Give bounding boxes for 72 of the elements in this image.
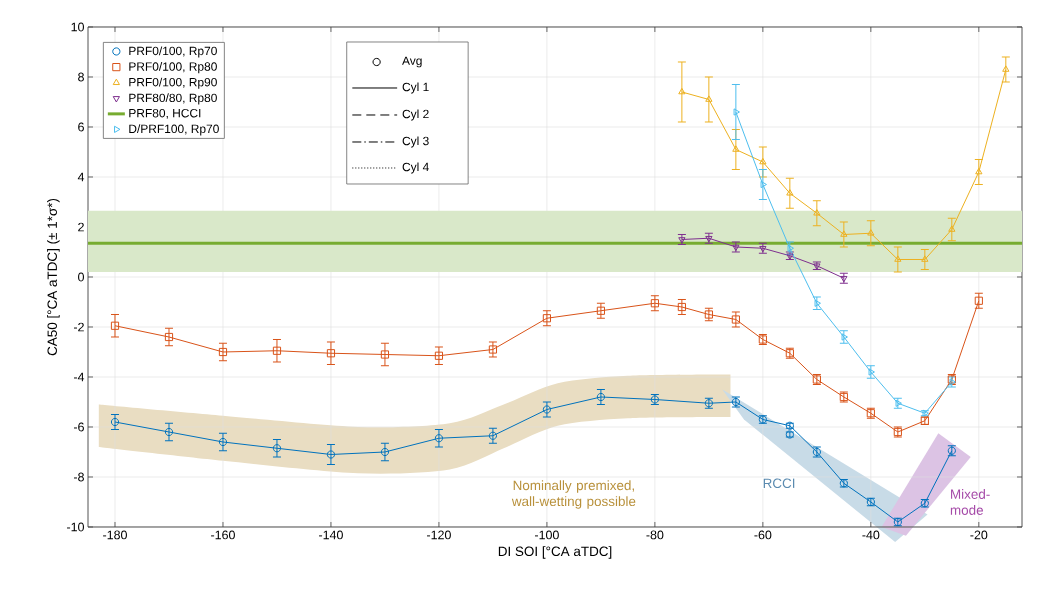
point <box>434 434 444 443</box>
point <box>975 167 983 175</box>
x-tick-label: -80 <box>646 530 664 540</box>
annotation: Mixed-mode <box>950 489 990 515</box>
x-tick-label: -160 <box>211 530 235 540</box>
point <box>974 296 983 305</box>
point <box>272 444 282 453</box>
point <box>732 145 740 152</box>
point <box>326 450 336 459</box>
legend-label: PRF0/100, Rp90 <box>129 77 217 89</box>
point <box>218 347 228 357</box>
y-tick-label: 0 <box>78 272 84 282</box>
x-tick-label: -100 <box>534 530 559 540</box>
point <box>650 299 659 308</box>
point <box>733 108 740 116</box>
point <box>218 437 228 447</box>
point <box>760 180 767 189</box>
y-axis-title: CA50 [°CA aTDC] (± 1*σ*) <box>47 198 60 356</box>
x-tick-label: -40 <box>862 530 880 540</box>
point <box>894 255 902 262</box>
y-tick-label: -6 <box>73 422 84 432</box>
x-tick-label: -60 <box>754 530 772 540</box>
point <box>380 350 390 359</box>
point <box>867 229 875 236</box>
point <box>840 230 848 237</box>
point <box>488 431 498 440</box>
x-tick-label: -180 <box>103 530 127 540</box>
annotation: Cyl 3 <box>402 136 429 148</box>
x-tick-label: -140 <box>319 530 343 540</box>
legend-label: D/PRF100, Rp70 <box>129 124 219 136</box>
annotation: Cyl 4 <box>402 162 429 174</box>
point <box>921 255 929 262</box>
point <box>110 321 120 330</box>
point <box>731 315 740 324</box>
point <box>948 225 956 232</box>
point <box>434 351 444 360</box>
x-tick-label: -120 <box>427 530 451 540</box>
point <box>813 209 821 216</box>
legend-label: PRF80/80, Rp80 <box>129 93 217 105</box>
legend-label: PRF0/100, Rp80 <box>129 62 217 74</box>
y-tick-label: 10 <box>71 22 84 32</box>
y-tick-label: 8 <box>78 72 84 82</box>
y-tick-label: -4 <box>73 372 85 382</box>
legend-label: PRF80, HCCI <box>129 108 201 119</box>
point <box>705 95 713 102</box>
point <box>542 405 552 414</box>
point <box>380 447 390 457</box>
point <box>786 189 794 196</box>
x-axis-title: DI SOI [°CA aTDC] <box>498 546 612 559</box>
annotation: Cyl 2 <box>402 109 429 121</box>
point <box>164 332 174 342</box>
y-tick-label: -2 <box>73 322 84 332</box>
annotation: Avg <box>402 56 422 68</box>
point <box>326 349 336 358</box>
point <box>759 157 767 165</box>
point <box>542 314 552 323</box>
annotation: RCCI <box>763 478 795 489</box>
y-tick-label: 2 <box>78 222 84 232</box>
annotation: Cyl 1 <box>402 82 429 94</box>
y-tick-label: 4 <box>77 172 85 182</box>
y-tick-label: 6 <box>78 122 84 132</box>
y-tick-label: -8 <box>73 472 84 482</box>
point <box>164 427 174 437</box>
point <box>272 346 282 355</box>
point <box>678 87 686 95</box>
annotation: Nominally premixed, wall-wetting possible <box>511 480 636 509</box>
point <box>596 306 605 315</box>
point <box>1002 65 1010 72</box>
y-tick-label: -10 <box>67 522 84 532</box>
legend-label: PRF0/100, Rp70 <box>129 46 217 58</box>
x-tick-label: -20 <box>970 530 988 540</box>
point <box>488 345 498 354</box>
